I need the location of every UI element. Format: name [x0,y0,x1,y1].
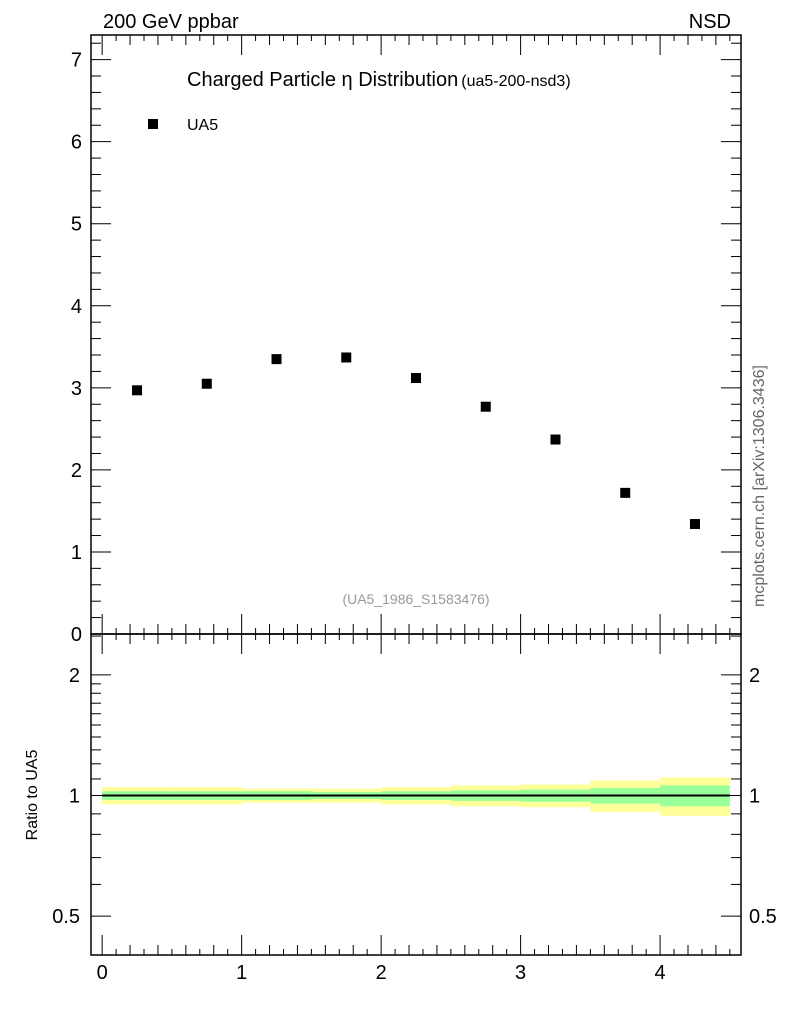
x-tick-label: 2 [376,962,387,984]
ratio-y-tick-label: 1 [69,786,80,808]
x-tick-label: 3 [515,962,526,984]
chart-title: Charged Particle η Distribution (ua5-200-… [187,69,571,91]
y-tick-label: 5 [71,214,82,236]
data-point [480,401,491,412]
ratio-y-tick-label: 2 [69,665,80,687]
data-markers [132,352,700,530]
data-point [132,385,143,396]
y-tick-label: 2 [71,460,82,482]
legend-label-ua5: UA5 [187,117,218,134]
ratio-y-tick-label-right: 1 [749,786,760,808]
data-point [550,434,561,445]
y-tick-label: 3 [71,378,82,400]
y-tick-label: 0 [71,624,82,646]
analysis-annotation: (UA5_1986_S1583476) [342,591,489,607]
ratio-ylabel: Ratio to UA5 [24,750,41,841]
title-subtitle: (ua5-200-nsd3) [461,73,570,90]
data-point [201,378,212,389]
y-tick-label: 1 [71,542,82,564]
title-text: Charged Particle η Distribution [187,69,458,91]
data-point [620,487,631,498]
data-point [341,352,352,363]
y-tick-label: 4 [71,296,82,318]
data-point [271,354,282,365]
axis-ticks: 0 1 2 3 4 5 6 7 0 1 2 3 4 0.5 0.5 1 1 2 2 [52,35,777,984]
ratio-y-tick-label-right: 0.5 [749,906,777,928]
header-right: NSD [689,11,731,33]
data-point [689,519,700,530]
y-tick-label: 6 [71,132,82,154]
x-tick-label: 4 [655,962,666,984]
side-label: mcplots.cern.ch [arXiv:1306.3436] [751,365,768,607]
ratio-y-tick-label-right: 2 [749,665,760,687]
ratio-frame [90,633,742,956]
x-tick-label: 0 [97,962,108,984]
header-left: 200 GeV ppbar [103,11,239,33]
ratio-bands [102,777,730,816]
x-tick-label: 1 [236,962,247,984]
y-tick-label: 7 [71,50,82,72]
data-point [411,372,421,383]
legend-marker-ua5 [148,119,158,129]
ratio-y-tick-label: 0.5 [52,906,80,928]
